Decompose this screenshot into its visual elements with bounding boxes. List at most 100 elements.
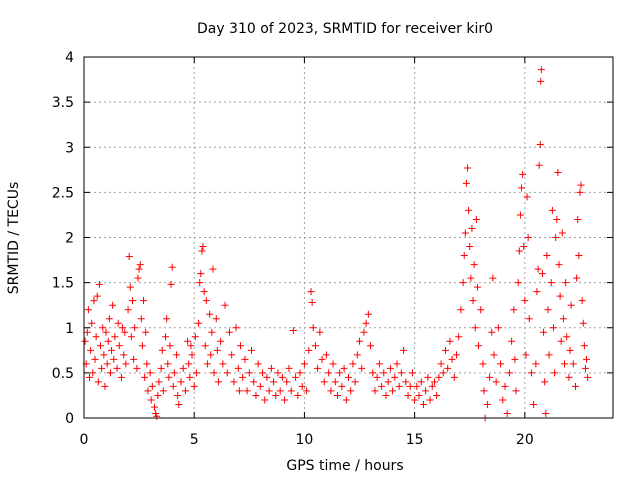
data-point [455,333,463,341]
data-point [158,346,166,354]
data-point [169,382,177,390]
data-point [109,301,117,309]
data-point [516,211,524,219]
data-point [333,391,341,399]
data-point [460,252,468,260]
data-point [105,315,113,323]
data-point [371,387,379,395]
data-point [558,229,566,237]
data-point [408,369,416,377]
data-point [311,342,319,350]
data-point [521,297,529,305]
data-point [209,265,217,273]
data-point [87,346,95,354]
data-point [243,387,251,395]
data-point [468,224,476,232]
data-point [130,355,138,363]
data-point [433,391,441,399]
data-point [565,373,573,381]
data-points [81,66,592,422]
data-point [203,360,211,368]
data-point [475,342,483,350]
data-point [185,360,193,368]
data-point [413,382,421,390]
data-point [278,373,286,381]
data-point [329,360,337,368]
data-point [179,364,187,372]
data-point [151,403,159,411]
data-point [533,288,541,296]
data-point [578,297,586,305]
data-point [435,373,443,381]
data-point [200,288,208,296]
data-point [397,369,405,377]
data-point [167,280,175,288]
data-point [411,396,419,404]
data-point [577,181,585,189]
y-tick-label: 1 [65,321,74,337]
y-tick-label: 4 [65,50,74,66]
data-point [287,387,295,395]
data-point [206,310,214,318]
data-point [155,378,163,386]
data-point [248,346,256,354]
data-point [144,387,152,395]
data-point [523,193,531,201]
data-point [536,141,544,149]
y-tick-label: 0.5 [52,366,74,382]
data-point [557,337,565,345]
data-point [356,337,364,345]
data-point [272,391,280,399]
data-point [554,169,562,177]
data-point [322,351,330,359]
data-point [515,247,523,255]
data-point [314,364,322,372]
data-point [104,337,112,345]
data-point [555,261,563,269]
data-point [469,297,477,305]
data-point [318,355,326,363]
data-point [289,326,297,334]
data-point [448,355,456,363]
data-point [534,265,542,273]
data-point [198,247,206,255]
data-point [81,337,89,345]
data-point [386,364,394,372]
data-point [195,319,203,327]
data-point [360,328,368,336]
data-point [217,337,225,345]
data-point [213,346,221,354]
data-point [320,378,328,386]
data-point [417,378,425,386]
data-point [579,319,587,327]
data-point [489,274,497,282]
data-point [245,369,253,377]
data-point [256,382,264,390]
data-point [223,369,231,377]
data-point [254,360,262,368]
y-tick-label: 3 [65,140,74,156]
data-point [457,306,465,314]
data-point [406,382,414,390]
y-axis-label: SRMTID / TECUs [6,182,22,295]
data-point [305,346,313,354]
data-point [285,364,293,372]
data-point [375,360,383,368]
data-point [483,400,491,408]
data-point [514,279,522,287]
data-point [101,382,109,390]
data-point [553,215,561,223]
data-point [540,328,548,336]
data-point [137,315,145,323]
data-point [174,391,182,399]
data-point [86,373,94,381]
data-point [103,360,111,368]
data-point [537,77,545,85]
data-point [575,252,583,260]
data-point [214,378,222,386]
data-point [505,369,513,377]
data-point [563,333,571,341]
data-point [170,369,178,377]
data-point [369,369,377,377]
data-point [426,396,434,404]
